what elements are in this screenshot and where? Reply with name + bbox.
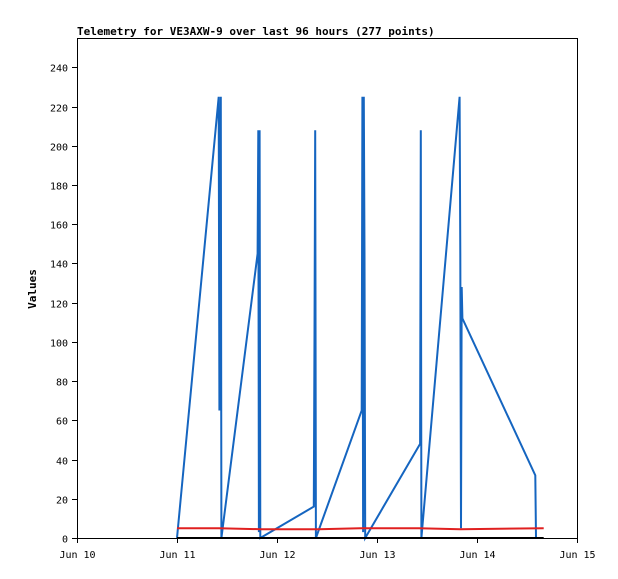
x-axis: Jun 10 Jun 11 Jun 12 Jun 13 Jun 14 Jun 15 — [59, 538, 596, 561]
x-tick-label: Jun 11 — [159, 550, 195, 561]
y-tick-label: 200 — [50, 143, 68, 154]
x-tick-label: Jun 13 — [359, 550, 395, 561]
x-tick-label: Jun 14 — [459, 550, 495, 561]
y-axis: 0 20 40 60 80 100 120 140 160 180 200 220 240 — [50, 64, 77, 546]
chart-title: Telemetry for VE3AXW-9 over last 96 hour… — [77, 25, 435, 38]
y-tick-label: 40 — [56, 457, 68, 468]
y-tick-label: 160 — [50, 221, 68, 232]
series-layer — [176, 96, 544, 542]
y-axis-label: Values — [26, 269, 39, 309]
x-tick-label: Jun 12 — [259, 550, 295, 561]
y-tick-label: 240 — [50, 64, 68, 75]
series-line-2 — [177, 527, 544, 531]
plot-frame — [77, 38, 578, 539]
y-tick-label: 140 — [50, 260, 68, 271]
y-tick-label: 20 — [56, 496, 68, 507]
y-tick-label: 0 — [62, 535, 68, 546]
y-tick-label: 80 — [56, 378, 68, 389]
y-tick-label: 100 — [50, 339, 68, 350]
y-tick-label: 120 — [50, 300, 68, 311]
y-tick-label: 180 — [50, 182, 68, 193]
y-tick-label: 220 — [50, 104, 68, 115]
x-tick-label: Jun 15 — [559, 550, 595, 561]
x-tick-label: Jun 10 — [59, 550, 95, 561]
y-tick-label: 60 — [56, 417, 68, 428]
series-line-1 — [176, 96, 537, 542]
